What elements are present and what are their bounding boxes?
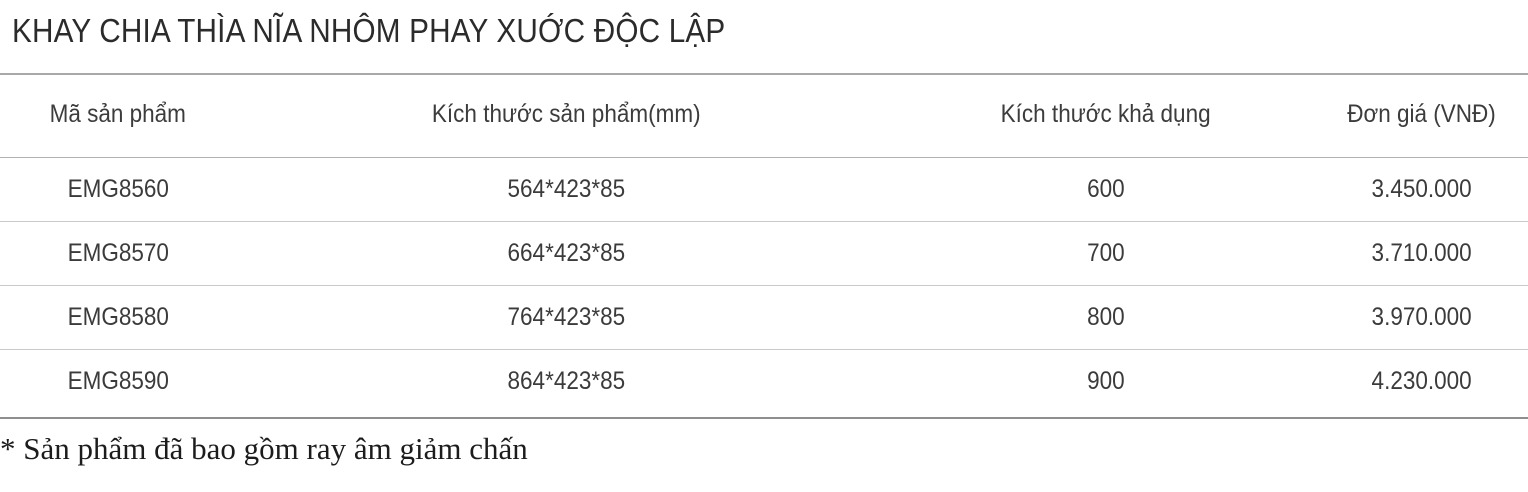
table-bottom-rule <box>0 417 1528 419</box>
cell-unit-price-value: 3.450.000 <box>1371 174 1473 203</box>
cell-usable-size-value: 900 <box>1087 366 1125 395</box>
cell-unit-price: 3.710.000 <box>1316 221 1528 286</box>
cell-product-size: 564*423*85 <box>236 157 896 222</box>
table-row: EMG8560 564*423*85 600 3.450.000 <box>0 157 1528 222</box>
cell-unit-price-value: 3.710.000 <box>1371 238 1473 267</box>
column-header-unit-price: Đơn giá (VNĐ) <box>1316 73 1528 158</box>
column-header-product-size-label: Kích thước sản phẩm(mm) <box>431 100 701 129</box>
cell-product-code-value: EMG8560 <box>67 174 169 203</box>
cell-product-code: EMG8590 <box>0 349 236 413</box>
table-row: EMG8570 664*423*85 700 3.710.000 <box>0 221 1528 286</box>
column-header-product-size: Kích thước sản phẩm(mm) <box>236 73 896 158</box>
column-header-product-code: Mã sản phẩm <box>0 73 236 158</box>
cell-product-code: EMG8570 <box>0 221 236 286</box>
cell-product-size: 864*423*85 <box>236 349 896 413</box>
table-header-row: Mã sản phẩm Kích thước sản phẩm(mm) Kích… <box>0 73 1528 158</box>
column-header-product-code-label: Mã sản phẩm <box>49 100 187 129</box>
table-row: EMG8580 764*423*85 800 3.970.000 <box>0 285 1528 350</box>
cell-usable-size-value: 700 <box>1087 238 1125 267</box>
cell-usable-size-value: 800 <box>1087 302 1125 331</box>
cell-product-size-value: 864*423*85 <box>507 366 625 395</box>
cell-usable-size: 700 <box>896 221 1316 286</box>
price-table-container: Mã sản phẩm Kích thước sản phẩm(mm) Kích… <box>0 73 1528 419</box>
column-header-usable-size: Kích thước khả dụng <box>896 73 1316 158</box>
cell-unit-price: 4.230.000 <box>1316 349 1528 413</box>
cell-usable-size: 600 <box>896 157 1316 222</box>
price-table: Mã sản phẩm Kích thước sản phẩm(mm) Kích… <box>0 73 1528 413</box>
cell-unit-price: 3.970.000 <box>1316 285 1528 350</box>
cell-unit-price: 3.450.000 <box>1316 157 1528 222</box>
cell-usable-size-value: 600 <box>1087 174 1125 203</box>
page-title: KHAY CHIA THÌA NĨA NHÔM PHAY XUỚC ĐỘC LẬ… <box>12 12 726 49</box>
cell-unit-price-value: 3.970.000 <box>1371 302 1473 331</box>
cell-product-size: 664*423*85 <box>236 221 896 286</box>
cell-product-code: EMG8580 <box>0 285 236 350</box>
table-top-rule <box>0 73 1528 75</box>
footnote-note: * Sản phẩm đã bao gồm ray âm giảm chấn <box>0 431 528 466</box>
cell-product-code-value: EMG8570 <box>67 238 169 267</box>
column-header-usable-size-label: Kích thước khả dụng <box>1001 100 1211 129</box>
cell-product-size: 764*423*85 <box>236 285 896 350</box>
cell-unit-price-value: 4.230.000 <box>1371 366 1473 395</box>
cell-usable-size: 900 <box>896 349 1316 413</box>
cell-product-code-value: EMG8590 <box>67 366 169 395</box>
cell-product-code: EMG8560 <box>0 157 236 222</box>
column-header-unit-price-label: Đơn giá (VNĐ) <box>1347 100 1497 129</box>
cell-product-size-value: 564*423*85 <box>507 174 625 203</box>
cell-product-code-value: EMG8580 <box>67 302 169 331</box>
table-row: EMG8590 864*423*85 900 4.230.000 <box>0 349 1528 413</box>
cell-product-size-value: 664*423*85 <box>507 238 625 267</box>
cell-usable-size: 800 <box>896 285 1316 350</box>
cell-product-size-value: 764*423*85 <box>507 302 625 331</box>
